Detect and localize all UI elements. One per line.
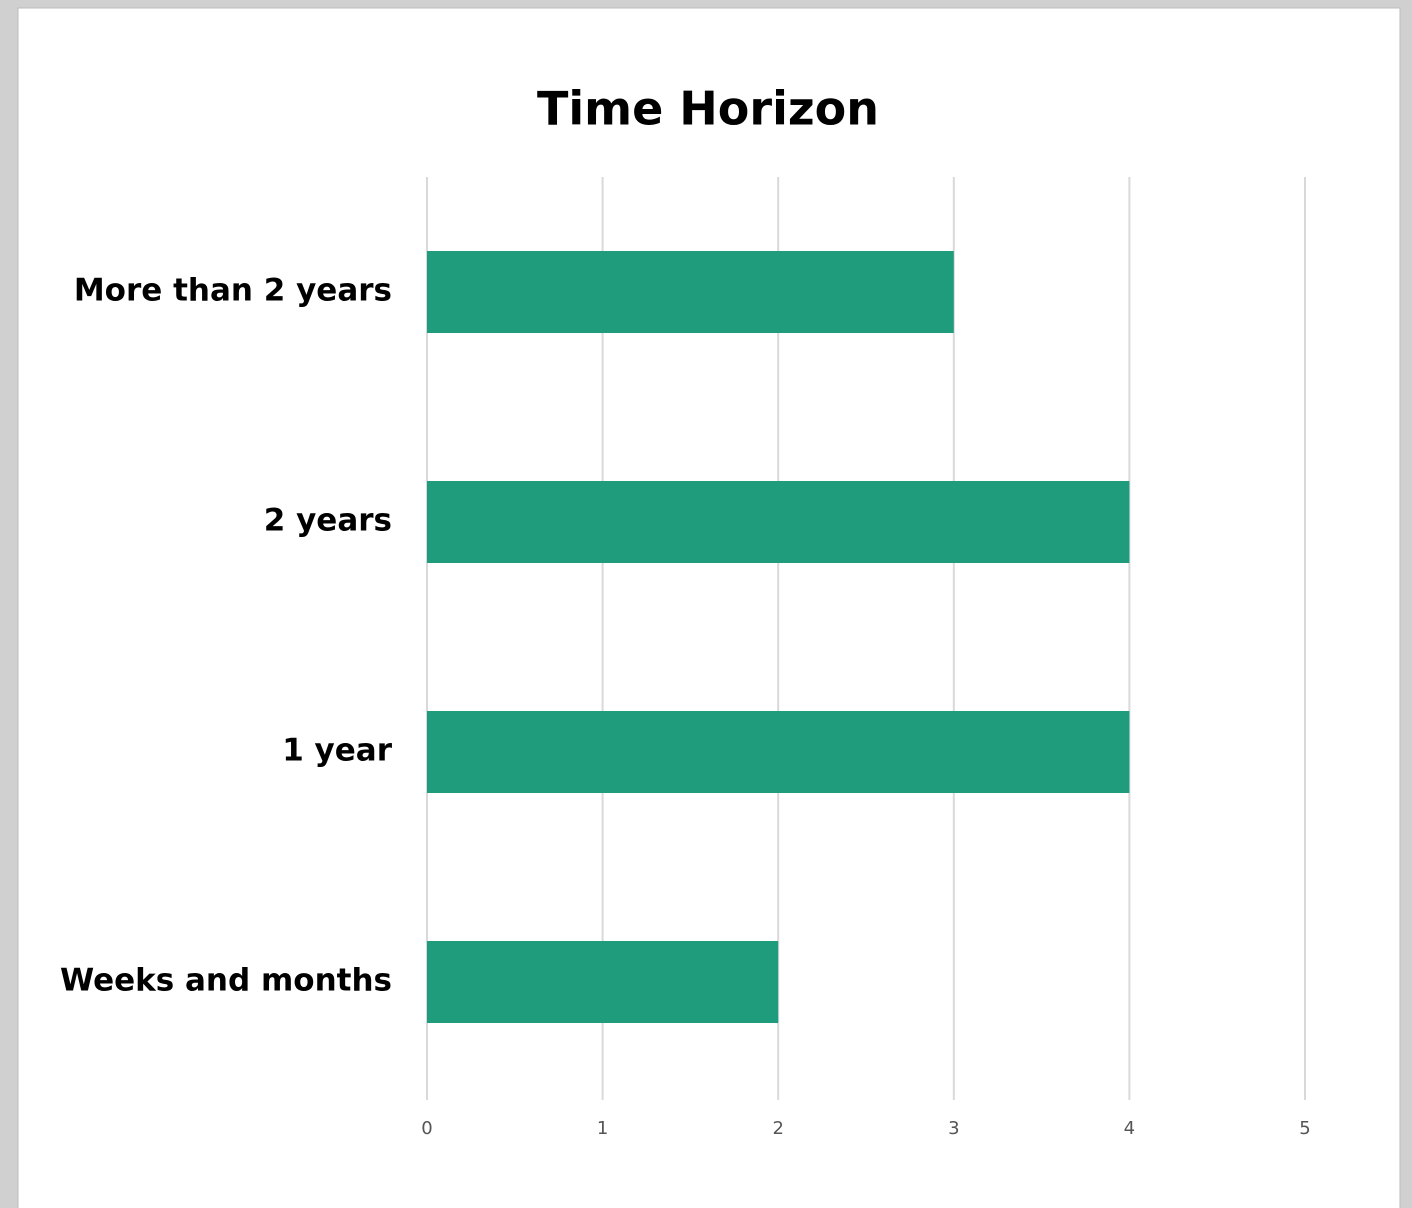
bar [427, 251, 954, 333]
x-tick-label: 5 [1299, 1118, 1310, 1139]
x-tick-label: 2 [772, 1118, 783, 1139]
bar [427, 941, 779, 1023]
bar [427, 711, 1130, 793]
bar [427, 481, 1130, 563]
x-tick-label: 1 [597, 1118, 608, 1139]
x-tick-label: 0 [421, 1118, 432, 1139]
x-tick-label: 3 [948, 1118, 959, 1139]
y-tick-label: More than 2 years [74, 273, 392, 309]
y-tick-label: Weeks and months [60, 963, 392, 999]
y-tick-label: 2 years [264, 503, 392, 539]
chart-card [17, 7, 1401, 1208]
chart-title: Time Horizon [537, 82, 879, 136]
x-tick-label: 4 [1124, 1118, 1135, 1139]
y-tick-label: 1 year [282, 733, 393, 769]
